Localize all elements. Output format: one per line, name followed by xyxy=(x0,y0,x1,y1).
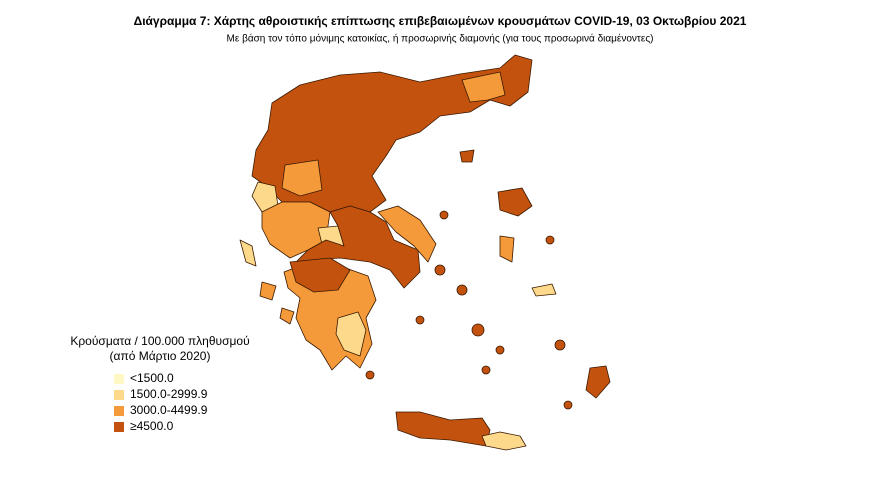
region xyxy=(459,149,475,163)
region xyxy=(395,411,491,447)
region xyxy=(239,239,257,267)
title: Διάγραμμα 7: Χάρτης αθροιστικής επίπτωση… xyxy=(134,14,747,28)
legend-label: 3000.0-4499.9 xyxy=(130,403,208,417)
region xyxy=(281,159,323,197)
legend-label: ≥4500.0 xyxy=(130,419,174,433)
region xyxy=(481,431,527,451)
legend: Κρούσματα / 100.000 πληθυσμού (από Μάρτι… xyxy=(70,334,249,433)
region xyxy=(289,257,351,293)
region xyxy=(377,205,437,263)
region xyxy=(481,365,491,375)
legend-swatch xyxy=(114,374,124,384)
subtitle: Με βάση τον τόπο μόνιμης κατοικίας, ή πρ… xyxy=(227,33,654,45)
legend-title: (από Μάρτιο 2020) xyxy=(110,349,211,363)
legend-swatch xyxy=(114,406,124,416)
region xyxy=(461,71,506,103)
region xyxy=(335,311,367,357)
region xyxy=(531,283,557,297)
legend-title: Κρούσματα / 100.000 πληθυσμού xyxy=(70,334,249,348)
region xyxy=(495,345,505,355)
region xyxy=(434,264,446,276)
region xyxy=(279,307,295,325)
region xyxy=(497,187,533,217)
region xyxy=(365,370,375,380)
region xyxy=(456,284,468,296)
region xyxy=(499,235,515,263)
region xyxy=(415,315,425,325)
legend-swatch xyxy=(114,422,124,432)
region xyxy=(295,205,421,289)
region xyxy=(585,365,611,399)
region xyxy=(471,323,485,337)
region xyxy=(439,210,449,220)
region xyxy=(259,281,277,301)
region xyxy=(563,400,573,410)
small-islands xyxy=(365,210,573,410)
region xyxy=(554,339,566,351)
legend-swatch xyxy=(114,390,124,400)
legend-label: <1500.0 xyxy=(130,371,174,385)
map xyxy=(239,54,611,451)
legend-label: 1500.0-2999.9 xyxy=(130,387,208,401)
region xyxy=(545,235,555,245)
